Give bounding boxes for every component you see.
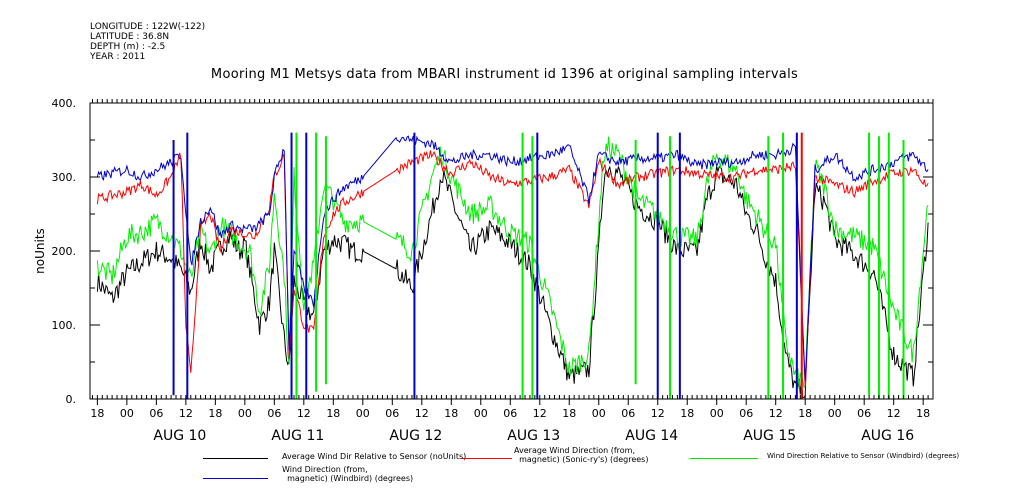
x-hour-label: 12	[179, 407, 193, 420]
legend-swatch	[690, 458, 758, 459]
legend-swatch	[203, 478, 268, 479]
x-hour-label: 00	[120, 407, 134, 420]
x-hour-label: 00	[474, 407, 488, 420]
series-line-1	[96, 165, 929, 398]
x-hour-label: 18	[916, 407, 930, 420]
x-hour-label: 18	[798, 407, 812, 420]
legend-label: Wind Direction Relative to Sensor (Windb…	[767, 452, 960, 460]
y-tick-label: 100.	[52, 319, 77, 332]
x-hour-label: 00	[592, 407, 606, 420]
x-hour-label: 12	[415, 407, 429, 420]
x-hour-label: 18	[562, 407, 576, 420]
x-hour-label: 18	[680, 407, 694, 420]
chart-title: Mooring M1 Metsys data from MBARI instru…	[210, 67, 799, 82]
x-hour-label: 12	[887, 407, 901, 420]
x-hour-label: 12	[769, 407, 783, 420]
x-hour-label: 18	[444, 407, 458, 420]
legend-label: Average Wind Dir Relative to Sensor (noU…	[282, 452, 467, 461]
series-line-4	[96, 135, 929, 381]
x-day-label: AUG 10	[153, 428, 206, 444]
x-hour-label: 06	[267, 407, 281, 420]
metadata-block: LONGITUDE : 122W(-122) LATITUDE : 36.8N …	[90, 22, 205, 62]
y-tick-label: 300.	[52, 171, 77, 184]
depth-label: DEPTH (m) : -2.5	[90, 42, 166, 52]
longitude-label: LONGITUDE : 122W(-122)	[90, 22, 206, 32]
x-day-label: AUG 16	[861, 428, 914, 444]
legend-swatch	[462, 458, 512, 459]
x-hour-label: 18	[208, 407, 222, 420]
year-label: YEAR : 2011	[90, 52, 146, 62]
y-tick-label: 400.	[52, 97, 77, 110]
x-hour-label: 12	[651, 407, 665, 420]
x-day-label: AUG 13	[507, 428, 560, 444]
x-hour-label: 06	[621, 407, 635, 420]
x-hour-label: 18	[90, 407, 104, 420]
series-line-3	[96, 136, 929, 390]
x-hour-label: 12	[533, 407, 547, 420]
legend-swatch	[203, 458, 268, 459]
x-hour-label: 06	[385, 407, 399, 420]
x-hour-label: 18	[326, 407, 340, 420]
x-hour-label: 06	[149, 407, 163, 420]
x-hour-label: 06	[739, 407, 753, 420]
x-hour-label: 00	[710, 407, 724, 420]
x-hour-label: 00	[238, 407, 252, 420]
legend-label: Wind Direction (from, magnetic) (Windbir…	[282, 465, 414, 483]
latitude-label: LATITUDE : 36.8N	[90, 32, 170, 42]
x-day-label: AUG 15	[743, 428, 796, 444]
x-hour-label: 00	[828, 407, 842, 420]
x-hour-label: 00	[356, 407, 370, 420]
x-hour-label: 06	[857, 407, 871, 420]
legend-label: Average Wind Direction (from, magnetic) …	[514, 446, 649, 464]
y-tick-label: 200.	[52, 245, 77, 258]
x-day-label: AUG 12	[389, 428, 442, 444]
x-hour-label: 06	[503, 407, 517, 420]
x-day-label: AUG 11	[271, 428, 324, 444]
x-day-label: AUG 14	[625, 428, 678, 444]
y-tick-label: 0.	[66, 393, 77, 406]
x-hour-label: 12	[297, 407, 311, 420]
y-axis-label: noUnits	[33, 228, 47, 274]
